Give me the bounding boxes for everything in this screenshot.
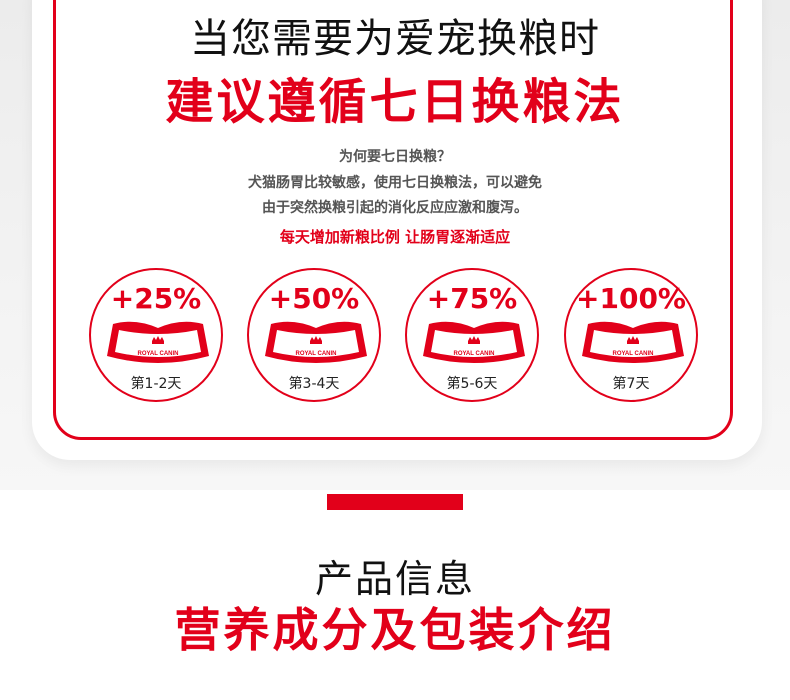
step-percent: +75% [426, 282, 518, 315]
crown-icon [310, 336, 322, 344]
description-line: 犬猫肠胃比较敏感，使用七日换粮法，可以避免 [248, 175, 542, 191]
step-circle-4: +100% ROYAL CANIN 第7天 [564, 268, 698, 402]
bowl-logo-text: ROYAL CANIN [137, 351, 178, 357]
red-frame [53, 0, 733, 440]
page-title: 当您需要为爱宠换粮时 [190, 16, 600, 62]
pet-bowl-icon: ROYAL CANIN [423, 321, 525, 363]
step-days: 第1-2天 [130, 376, 182, 392]
bowl-logo-text: ROYAL CANIN [453, 351, 494, 357]
tip-text: 每天增加新粮比例 让肠胃逐渐适应 [279, 228, 511, 246]
step-days: 第7天 [612, 376, 650, 392]
bowl-logo-text: ROYAL CANIN [295, 351, 336, 357]
step-circle-2: +50% ROYAL CANIN 第3-4天 [247, 268, 381, 402]
step-percent: +100% [576, 282, 686, 315]
pet-bowl-icon: ROYAL CANIN [107, 321, 209, 363]
step-days: 第3-4天 [288, 376, 340, 392]
step-circle-3: +75% ROYAL CANIN 第5-6天 [405, 268, 539, 402]
pet-bowl-icon: ROYAL CANIN [582, 321, 684, 363]
section-subtitle: 营养成分及包装介绍 [174, 603, 616, 657]
bowl-logo-text: ROYAL CANIN [612, 351, 653, 357]
crown-icon [152, 336, 164, 344]
crown-icon [627, 336, 639, 344]
page-subtitle: 建议遵循七日换粮法 [165, 74, 625, 130]
step-percent: +50% [268, 282, 360, 315]
step-days: 第5-6天 [446, 376, 498, 392]
step-percent: +25% [110, 282, 202, 315]
section-title: 产品信息 [314, 557, 475, 601]
question-text: 为何要七日换粮？ [339, 149, 451, 165]
crown-icon [468, 336, 480, 344]
description-line: 由于突然换粮引起的消化反应应激和腹泻。 [262, 200, 528, 216]
description: 犬猫肠胃比较敏感，使用七日换粮法，可以避免 由于突然换粮引起的消化反应应激和腹泻… [0, 171, 790, 221]
step-circle-1: +25% ROYAL CANIN 第1-2天 [89, 268, 223, 402]
pet-bowl-icon: ROYAL CANIN [265, 321, 367, 363]
section-divider [327, 494, 463, 510]
